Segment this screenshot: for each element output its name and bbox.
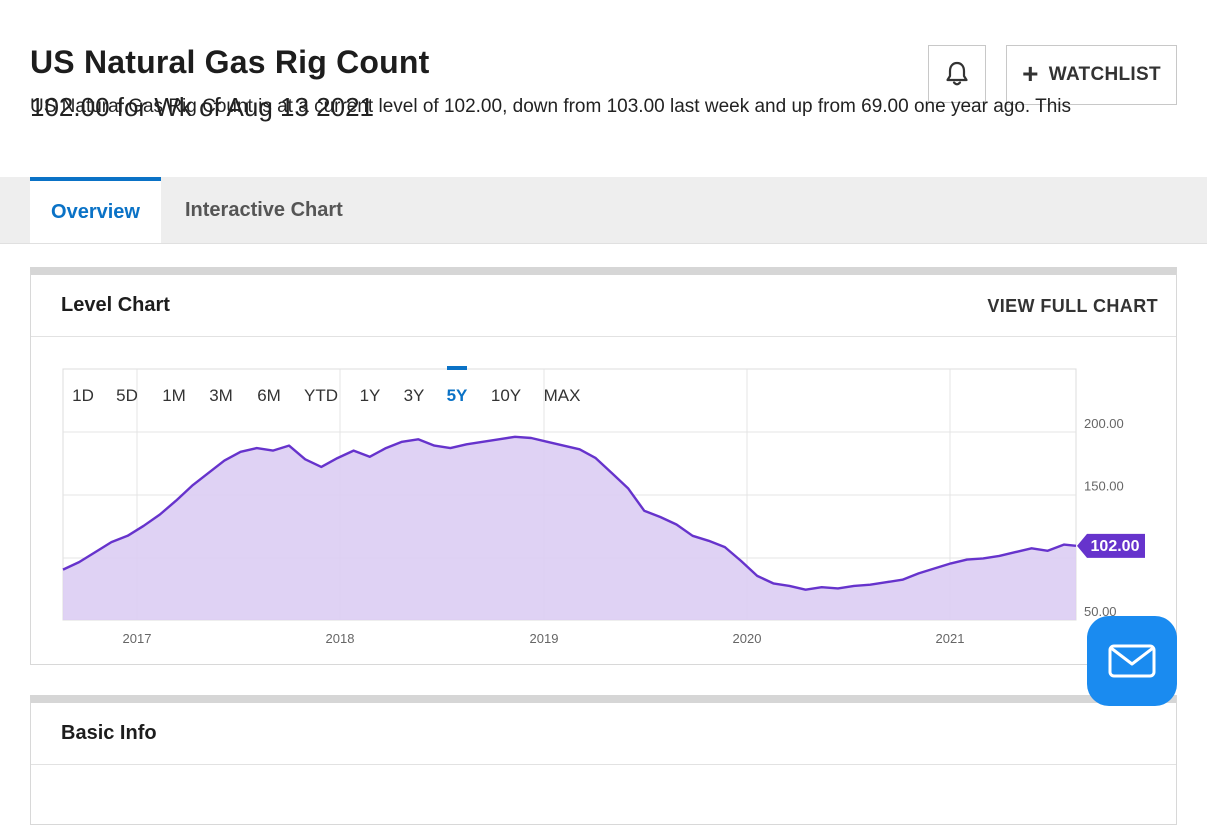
x-tick-label: 2017 bbox=[123, 631, 152, 646]
x-tick-label: 2019 bbox=[530, 631, 559, 646]
active-range-indicator bbox=[447, 366, 467, 370]
range-button-1d[interactable]: 1D bbox=[72, 386, 94, 405]
add-watchlist-button[interactable]: + WATCHLIST bbox=[1006, 45, 1177, 105]
x-tick-label: 2021 bbox=[936, 631, 965, 646]
bell-icon bbox=[946, 61, 968, 86]
basic-info-panel: Basic Info bbox=[30, 695, 1177, 825]
page-title: US Natural Gas Rig Count bbox=[30, 44, 430, 80]
plus-icon: + bbox=[1022, 57, 1039, 89]
tab-interactive-chart[interactable]: Interactive Chart bbox=[185, 198, 343, 221]
range-button-ytd[interactable]: YTD bbox=[304, 386, 338, 405]
range-button-5y[interactable]: 5Y bbox=[447, 386, 468, 405]
current-value-label: 102.00 bbox=[1091, 538, 1140, 555]
mail-icon bbox=[1108, 644, 1156, 678]
y-tick-label: 200.00 bbox=[1084, 416, 1124, 431]
x-tick-label: 2020 bbox=[733, 631, 762, 646]
range-button-6m[interactable]: 6M bbox=[257, 386, 281, 405]
basic-info-title: Basic Info bbox=[61, 722, 157, 744]
basic-info-header: Basic Info bbox=[31, 703, 1176, 765]
x-tick-label: 2018 bbox=[326, 631, 355, 646]
basic-info-text: US Natural Gas Rig Count is at a current… bbox=[30, 96, 1072, 117]
series-area bbox=[63, 436, 1076, 620]
page-subtitle: 102.00 for Wk of Aug 13 2021 bbox=[30, 92, 375, 122]
tab-overview[interactable]: Overview bbox=[30, 177, 161, 243]
current-value-flag bbox=[1077, 533, 1145, 558]
range-button-3m[interactable]: 3M bbox=[209, 386, 233, 405]
tab-bar: Overview Interactive Chart bbox=[0, 177, 1207, 244]
alert-button[interactable] bbox=[928, 45, 986, 103]
level-chart-header: Level Chart VIEW FULL CHART bbox=[31, 275, 1176, 337]
contact-button[interactable] bbox=[1087, 616, 1177, 706]
level-chart: 200.00150.00100.0050.0020172018201920202… bbox=[62, 366, 1145, 646]
range-button-1y[interactable]: 1Y bbox=[360, 386, 381, 405]
range-button-1m[interactable]: 1M bbox=[162, 386, 186, 405]
series-line bbox=[62, 435, 1077, 591]
range-button-5d[interactable]: 5D bbox=[116, 386, 138, 405]
y-tick-label: 50.00 bbox=[1084, 604, 1117, 619]
y-tick-label: 150.00 bbox=[1084, 479, 1124, 494]
range-button-max[interactable]: MAX bbox=[544, 386, 581, 405]
level-chart-title: Level Chart bbox=[61, 294, 170, 316]
watchlist-label: WATCHLIST bbox=[1048, 64, 1161, 85]
range-button-10y[interactable]: 10Y bbox=[491, 386, 521, 405]
view-full-chart-link[interactable]: VIEW FULL CHART bbox=[987, 296, 1158, 316]
range-button-3y[interactable]: 3Y bbox=[404, 386, 425, 405]
